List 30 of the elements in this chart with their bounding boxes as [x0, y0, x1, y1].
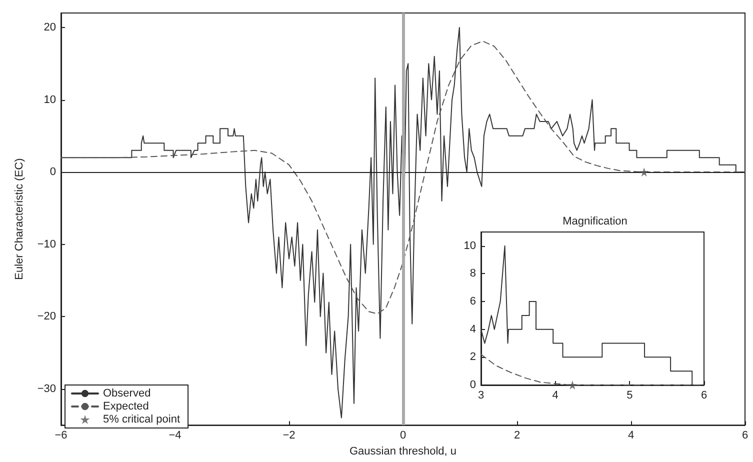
y-tick-label: 8 [470, 268, 476, 280]
y-tick-label: −10 [37, 238, 56, 250]
y-tick-label: 20 [44, 21, 56, 34]
x-axis-title: Gaussian threshold, u [349, 446, 457, 458]
y-tick-label: 10 [44, 94, 56, 106]
x-tick-label: 3 [478, 390, 484, 402]
x-tick-label: 5 [626, 390, 633, 402]
x-tick-label: 0 [400, 430, 406, 442]
x-tick-label: 2 [514, 430, 520, 442]
x-tick-label: −4 [168, 430, 182, 442]
x-tick-label: 4 [628, 430, 634, 442]
y-tick-label: 6 [470, 296, 476, 308]
y-tick-label: −30 [37, 382, 56, 395]
chart-title: Magnification [562, 216, 628, 228]
x-tick-label: −2 [282, 430, 296, 442]
x-tick-label: 4 [552, 390, 558, 402]
y-tick-label: 0 [470, 379, 476, 391]
y-axis-title: Euler Characteristic (EC) [14, 158, 26, 280]
y-tick-label: 0 [50, 166, 56, 178]
x-tick-label: 6 [700, 390, 708, 402]
x-tick-label: 6 [742, 430, 748, 442]
x-tick-label: −6 [54, 430, 68, 442]
legend-label: Expected [103, 400, 149, 412]
y-tick-label: 2 [470, 351, 476, 364]
y-tick-label: 10 [464, 240, 476, 252]
legend-label: 5% critical point [103, 414, 180, 426]
y-tick-label: 4 [470, 323, 476, 336]
line-series [60, 40, 746, 314]
legend-label: Observed [103, 388, 151, 400]
y-tick-label: −20 [37, 310, 56, 323]
